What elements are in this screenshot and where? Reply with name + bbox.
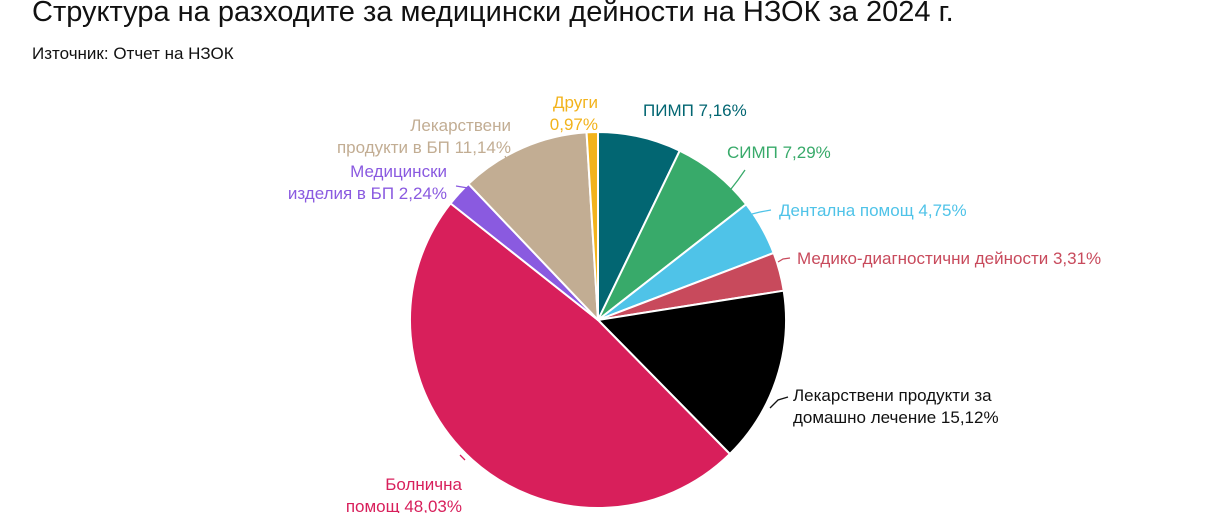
slice-label-line: ПИМП 7,16% — [643, 101, 747, 120]
leader-line — [751, 209, 772, 215]
slice-label: Болнична помощ 48,03% — [346, 475, 463, 513]
leader-line — [459, 454, 466, 461]
slice-labels: ПИМП 7,16% СИМП 7,29% Дентална помощ 4,75%… — [288, 93, 1101, 513]
slice-label-line: домашно лечение 15,12% — [793, 408, 999, 427]
pie-slice — [585, 131, 599, 321]
slice-label: Дентална помощ 4,75% — [779, 201, 967, 220]
slice-label: Лекарствени продукти за домашно лечение 1… — [793, 386, 999, 427]
pie-slice — [467, 131, 599, 321]
slice-label: СИМП 7,29% — [727, 143, 831, 162]
slice-label: Медико-диагностични дейности 3,31% — [797, 249, 1101, 268]
slice-label-line: Медико-диагностични дейности 3,31% — [797, 249, 1101, 268]
chart-title: Структура на разходите за медицински дей… — [32, 0, 954, 28]
slice-label-line: Лекарствени продукти за — [793, 386, 992, 405]
slice-label-line: помощ 48,03% — [346, 497, 462, 513]
pie-slice — [408, 202, 731, 510]
slice-label: ПИМП 7,16% — [643, 101, 747, 120]
slice-label-line: Дентална помощ 4,75% — [779, 201, 967, 220]
chart-subtitle: Източник: Отчет на НЗОК — [32, 44, 234, 63]
slice-label-line: Медицински — [350, 162, 447, 181]
leader-line — [504, 155, 510, 165]
leader-line — [730, 169, 746, 190]
slice-label-line: Лекарствени — [410, 116, 511, 135]
pie-slices — [408, 131, 787, 510]
leader-line — [769, 396, 789, 409]
slice-label-line: изделия в БП 2,24% — [288, 184, 447, 203]
leader-line — [455, 185, 469, 189]
slice-label: Лекарствени продукти в БП 11,14% — [337, 116, 511, 157]
slice-label-line: продукти в БП 11,14% — [337, 138, 511, 157]
slice-label-line: Други — [553, 93, 598, 112]
slice-label-line: СИМП 7,29% — [727, 143, 831, 162]
slice-label-line: Болнична — [385, 475, 462, 494]
slice-label: Медицински изделия в БП 2,24% — [288, 162, 447, 203]
pie-slice — [597, 289, 787, 455]
leader-lines — [455, 155, 791, 461]
slice-label-line: 0,97% — [550, 115, 598, 134]
leader-line — [777, 257, 791, 263]
slice-label: Други 0,97% — [550, 93, 598, 134]
